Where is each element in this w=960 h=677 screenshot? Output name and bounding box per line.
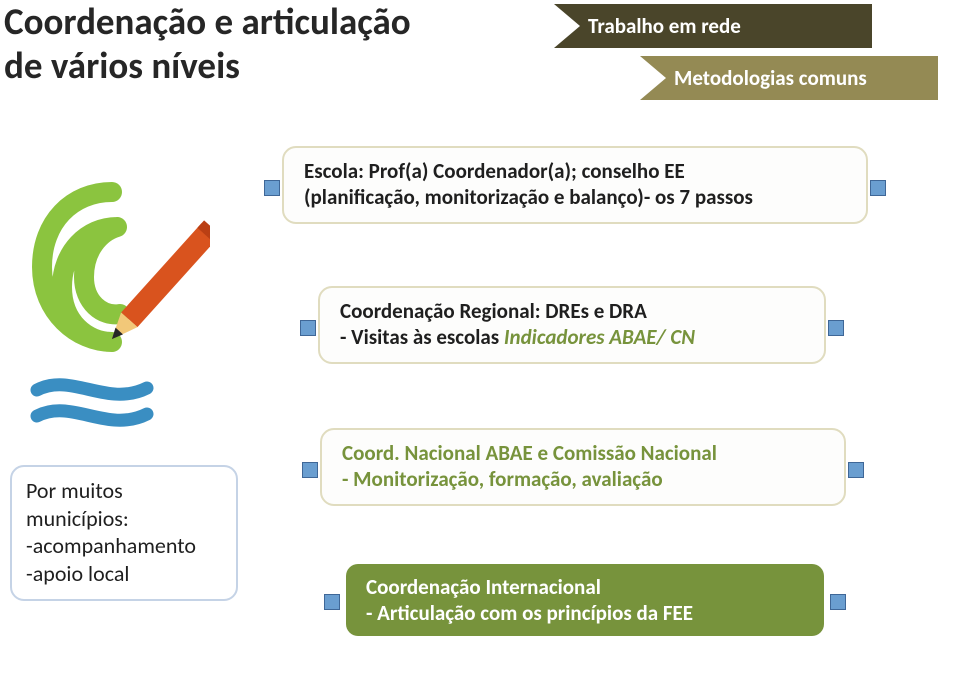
block-internacional: Coordenação Internacional - Articulação …	[346, 564, 824, 636]
handle-icon	[870, 180, 886, 196]
chevron-label: Trabalho em rede	[588, 13, 741, 39]
handle-icon	[300, 320, 316, 336]
title-line-1: Coordenação e articulação	[0, 0, 470, 44]
muni-line-3: -acompanhamento	[26, 532, 222, 560]
regional-line-2a: - Visitas às escolas	[340, 324, 504, 350]
handle-icon	[264, 180, 280, 196]
block-nacional: Coord. Nacional ABAE e Comissão Nacional…	[320, 428, 846, 506]
regional-line-1: Coordenação Regional: DREs e DRA	[340, 298, 647, 324]
chevron-metodologias: Metodologias comuns	[640, 56, 938, 100]
block-regional: Coordenação Regional: DREs e DRA - Visit…	[318, 286, 826, 364]
chevron-label: Metodologias comuns	[674, 65, 867, 91]
handle-icon	[830, 594, 846, 610]
nacional-line-1: Coord. Nacional ABAE e Comissão Nacional	[342, 440, 824, 466]
plant-pencil-icon	[12, 172, 210, 432]
regional-line-2: - Visitas às escolas Indicadores ABAE/ C…	[340, 324, 804, 350]
regional-line-2b: Indicadores ABAE/ CN	[504, 324, 695, 350]
escola-line-2: (planificação, monitorização e balanço)-…	[304, 184, 846, 210]
muni-line-1: Por muitos	[26, 477, 222, 505]
block-escola: Escola: Prof(a) Coordenador(a); conselho…	[282, 146, 868, 224]
internacional-line-2: - Articulação com os princípios da FEE	[366, 600, 804, 626]
handle-icon	[828, 320, 844, 336]
muni-line-4: -apoio local	[26, 560, 222, 588]
muni-line-2: municípios:	[26, 505, 222, 533]
page-title: Coordenação e articulação de vários níve…	[0, 0, 470, 87]
handle-icon	[324, 594, 340, 610]
handle-icon	[848, 462, 864, 478]
nacional-line-2: - Monitorização, formação, avaliação	[342, 466, 824, 492]
handle-icon	[302, 462, 318, 478]
escola-line-1: Escola: Prof(a) Coordenador(a); conselho…	[304, 158, 685, 184]
title-line-2: de vários níveis	[0, 44, 470, 88]
block-municipios: Por muitos municípios: -acompanhamento -…	[10, 465, 238, 601]
chevron-trabalho-rede: Trabalho em rede	[554, 4, 872, 48]
internacional-line-1: Coordenação Internacional	[366, 574, 804, 600]
